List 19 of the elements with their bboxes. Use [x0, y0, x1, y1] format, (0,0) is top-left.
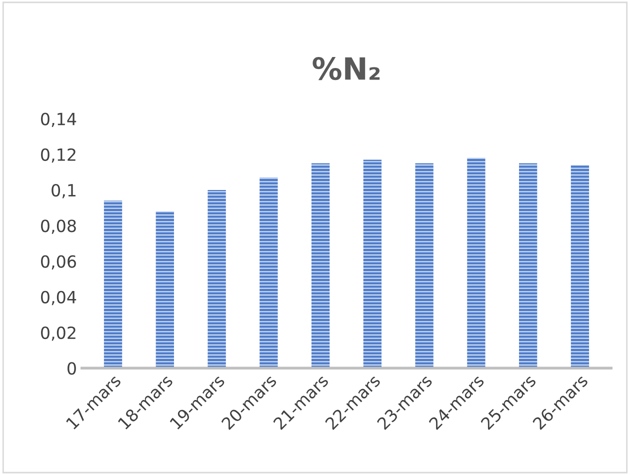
bar: [156, 211, 174, 368]
bar: [570, 165, 590, 368]
bar: [208, 190, 226, 368]
y-tick-label: 0,1: [52, 184, 76, 198]
y-tick-label: 0,04: [41, 290, 76, 306]
bar: [104, 200, 122, 368]
y-tick-label: 0,12: [41, 148, 76, 163]
y-tick-label: 0,02: [41, 326, 76, 341]
bar: [260, 178, 278, 368]
bar: [415, 163, 434, 368]
bar: [467, 158, 486, 368]
y-tick-label: 0: [68, 362, 76, 375]
y-tick-label: 0,08: [41, 220, 76, 234]
y-tick-label: 0,14: [41, 112, 76, 128]
y-tick-label: 0,06: [41, 255, 76, 270]
chart-title: %N₂: [312, 57, 380, 80]
bar: [363, 160, 382, 368]
bar: [519, 163, 538, 368]
bar: [311, 163, 330, 368]
